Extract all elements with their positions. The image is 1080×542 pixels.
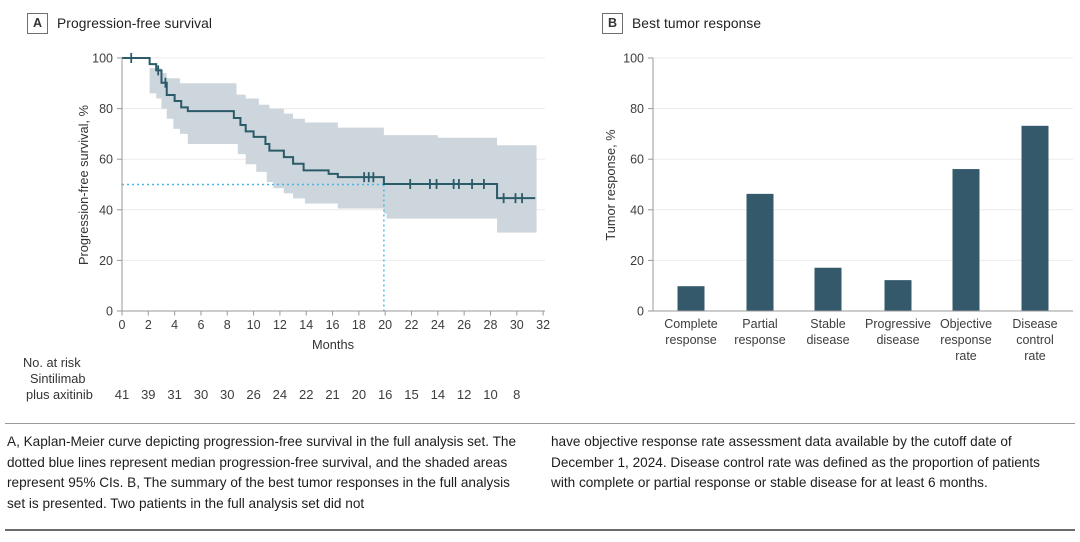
category-label: Objective — [940, 317, 992, 331]
risk-group-label-line1: Sintilimab — [30, 371, 85, 386]
risk-count: 15 — [404, 387, 418, 402]
x-tick-label: 2 — [145, 318, 152, 332]
panel-b-title: Best tumor response — [632, 15, 762, 31]
bar-objective-response-rate — [952, 169, 980, 311]
risk-count: 30 — [194, 387, 208, 402]
y-tick-label: 60 — [99, 153, 113, 167]
y-axis-label: Tumor response, % — [603, 129, 618, 240]
bar-chart: 0 20 40 60 80 100 Tumor response, % Complete res… — [603, 52, 1073, 363]
caption-bottom-rule — [5, 529, 1075, 531]
x-tick-label: 20 — [378, 318, 392, 332]
category-label: Partial — [742, 317, 777, 331]
category-label: rate — [955, 349, 977, 363]
category-label: Stable — [810, 317, 845, 331]
bar-complete-response — [677, 286, 705, 311]
risk-count: 20 — [352, 387, 366, 402]
x-tick-label: 14 — [299, 318, 313, 332]
bar-disease-control-rate — [1021, 125, 1049, 311]
category-label: response — [734, 333, 785, 347]
risk-count: 12 — [457, 387, 471, 402]
x-axis-label: Months — [312, 337, 354, 352]
x-tick-label: 6 — [197, 318, 204, 332]
category-label: Complete — [664, 317, 718, 331]
y-tick-label: 20 — [630, 254, 644, 268]
caption-left-column: A, Kaplan-Meier curve depicting progress… — [7, 434, 517, 511]
category-label: response — [940, 333, 991, 347]
y-tick-label: 60 — [630, 153, 644, 167]
risk-count: 31 — [167, 387, 181, 402]
category-label: response — [665, 333, 716, 347]
panel-a-label-box: A — [27, 12, 48, 34]
y-tick-label: 0 — [106, 305, 113, 319]
risk-group-label-line2: plus axitinib — [26, 387, 93, 402]
risk-count: 14 — [431, 387, 445, 402]
risk-count: 22 — [299, 387, 313, 402]
y-tick-label: 100 — [92, 52, 113, 66]
panel-b-header: B Best tumor response — [602, 11, 761, 35]
y-tick-label: 40 — [630, 203, 644, 217]
bar-stable-disease — [814, 267, 842, 311]
y-tick-label: 0 — [637, 305, 644, 319]
category-label: Progressive — [865, 317, 931, 331]
x-tick-label: 32 — [536, 318, 550, 332]
x-tick-label: 18 — [352, 318, 366, 332]
bar-progressive-disease — [884, 280, 912, 311]
risk-count: 26 — [246, 387, 260, 402]
caption-right-column: have objective response rate assessment … — [551, 434, 1040, 491]
y-tick-label: 100 — [623, 52, 644, 66]
x-tick-label: 26 — [457, 318, 471, 332]
caption-top-rule — [5, 423, 1075, 424]
category-label: rate — [1024, 349, 1046, 363]
bar-partial-response — [746, 193, 774, 311]
category-label: control — [1016, 333, 1054, 347]
x-tick-label: 4 — [171, 318, 178, 332]
risk-count: 16 — [378, 387, 392, 402]
x-tick-label: 22 — [405, 318, 419, 332]
y-tick-label: 40 — [99, 203, 113, 217]
risk-count: 24 — [273, 387, 287, 402]
y-tick-label: 80 — [99, 102, 113, 116]
category-label: disease — [806, 333, 849, 347]
x-tick-label: 12 — [273, 318, 287, 332]
risk-count: 41 — [115, 387, 129, 402]
risk-count: 8 — [513, 387, 520, 402]
risk-count: 10 — [483, 387, 497, 402]
confidence-band — [149, 68, 537, 233]
y-tick-label: 20 — [99, 254, 113, 268]
risk-count: 21 — [325, 387, 339, 402]
risk-header: No. at risk — [23, 355, 81, 370]
category-label: Disease — [1012, 317, 1057, 331]
y-axis-label: Progression-free survival, % — [76, 105, 91, 265]
panel-a-header: A Progression-free survival — [27, 11, 212, 35]
x-tick-label: 0 — [119, 318, 126, 332]
panel-b-label-box: B — [602, 12, 623, 34]
risk-count: 39 — [141, 387, 155, 402]
panel-a-title: Progression-free survival — [57, 15, 213, 31]
category-label: disease — [876, 333, 919, 347]
x-tick-label: 10 — [247, 318, 261, 332]
x-tick-label: 24 — [431, 318, 445, 332]
y-tick-label: 80 — [630, 102, 644, 116]
risk-count: 30 — [220, 387, 234, 402]
x-tick-label: 30 — [510, 318, 524, 332]
x-tick-label: 28 — [484, 318, 498, 332]
x-tick-label: 16 — [326, 318, 340, 332]
x-tick-label: 8 — [224, 318, 231, 332]
